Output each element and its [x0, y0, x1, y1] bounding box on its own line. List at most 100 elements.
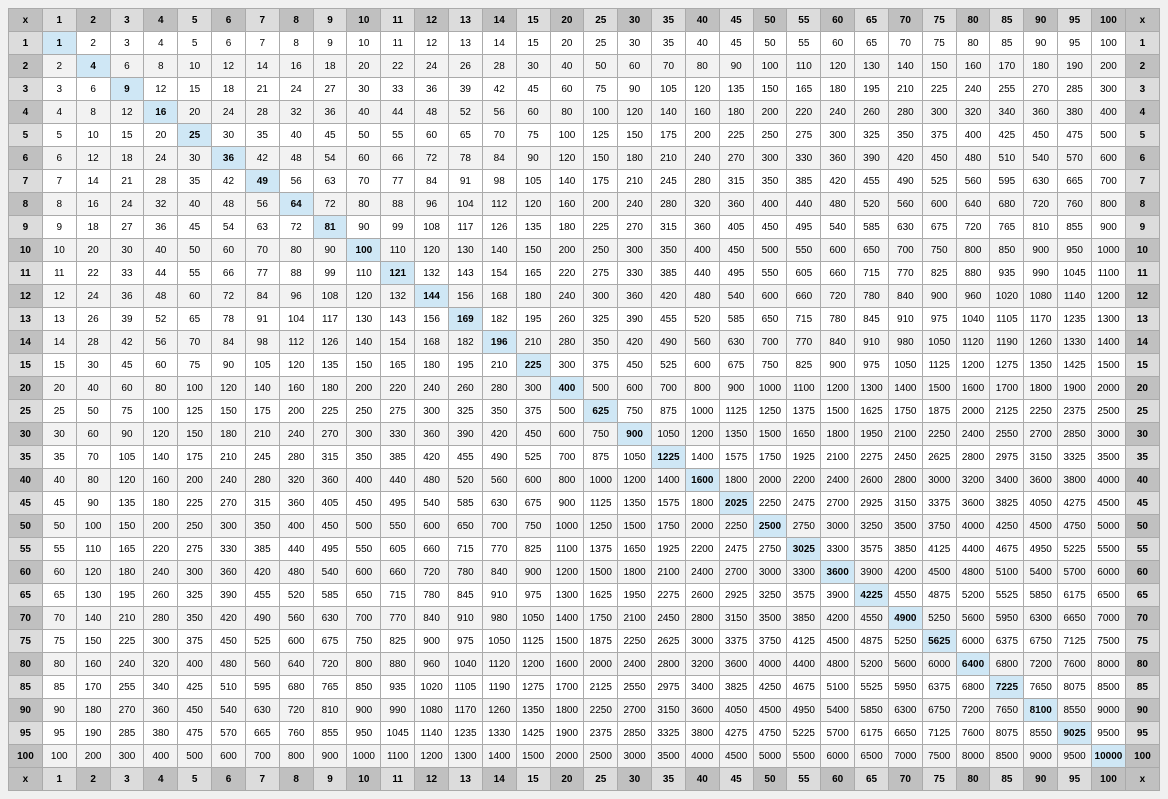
- table-cell: 5625: [922, 630, 956, 653]
- table-cell: 160: [279, 377, 313, 400]
- table-cell: 60: [212, 239, 246, 262]
- table-cell: 1400: [1092, 331, 1126, 354]
- table-cell: 1750: [652, 515, 686, 538]
- table-cell: 144: [415, 285, 449, 308]
- table-cell: 3900: [855, 561, 889, 584]
- col-header: 100: [1092, 768, 1126, 791]
- table-cell: 2100: [618, 607, 652, 630]
- table-cell: 108: [313, 285, 347, 308]
- table-cell: 225: [719, 124, 753, 147]
- row-header: 5: [1125, 124, 1159, 147]
- table-cell: 4800: [821, 653, 855, 676]
- table-cell: 30: [42, 423, 76, 446]
- col-header: 40: [685, 9, 719, 32]
- table-cell: 750: [347, 630, 381, 653]
- table-cell: 200: [550, 239, 584, 262]
- table-cell: 845: [448, 584, 482, 607]
- col-header: 55: [787, 9, 821, 32]
- table-cell: 15: [516, 32, 550, 55]
- table-cell: 110: [787, 55, 821, 78]
- table-cell: 24: [110, 193, 144, 216]
- table-cell: 330: [618, 262, 652, 285]
- table-cell: 210: [110, 607, 144, 630]
- table-cell: 1575: [652, 492, 686, 515]
- row-header: 35: [9, 446, 43, 469]
- row-header: 2: [9, 55, 43, 78]
- table-cell: 7: [245, 32, 279, 55]
- table-cell: 1800: [618, 561, 652, 584]
- table-cell: 450: [178, 699, 212, 722]
- row-header: 9: [9, 216, 43, 239]
- table-cell: 175: [178, 446, 212, 469]
- table-cell: 600: [821, 239, 855, 262]
- table-cell: 3000: [922, 469, 956, 492]
- col-header: 9: [313, 9, 347, 32]
- row-header: 55: [9, 538, 43, 561]
- table-cell: 8: [76, 101, 110, 124]
- col-header: 3: [110, 768, 144, 791]
- table-cell: 450: [212, 630, 246, 653]
- table-cell: 105: [652, 78, 686, 101]
- table-cell: 1575: [719, 446, 753, 469]
- table-cell: 36: [415, 78, 449, 101]
- table-cell: 165: [110, 538, 144, 561]
- table-cell: 760: [279, 722, 313, 745]
- table-cell: 280: [652, 193, 686, 216]
- table-cell: 375: [922, 124, 956, 147]
- table-cell: 1500: [516, 745, 550, 768]
- table-cell: 1020: [990, 285, 1024, 308]
- table-cell: 14: [482, 32, 516, 55]
- table-cell: 66: [381, 147, 415, 170]
- row-header: 60: [9, 561, 43, 584]
- table-cell: 1800: [1024, 377, 1058, 400]
- table-cell: 2800: [956, 446, 990, 469]
- table-cell: 45: [719, 32, 753, 55]
- table-cell: 1040: [448, 653, 482, 676]
- table-cell: 1425: [1058, 354, 1092, 377]
- table-cell: 50: [753, 32, 787, 55]
- table-cell: 8: [279, 32, 313, 55]
- table-cell: 5200: [956, 584, 990, 607]
- col-header: 45: [719, 9, 753, 32]
- table-cell: 350: [347, 446, 381, 469]
- table-cell: 480: [956, 147, 990, 170]
- table-cell: 4250: [990, 515, 1024, 538]
- table-cell: 200: [347, 377, 381, 400]
- table-cell: 3000: [685, 630, 719, 653]
- row-header: 1: [9, 32, 43, 55]
- table-cell: 425: [178, 676, 212, 699]
- table-cell: 2: [76, 32, 110, 55]
- table-cell: 1330: [482, 722, 516, 745]
- table-cell: 225: [922, 78, 956, 101]
- table-cell: 1105: [990, 308, 1024, 331]
- table-cell: 125: [178, 400, 212, 423]
- table-cell: 420: [212, 607, 246, 630]
- table-cell: 550: [787, 239, 821, 262]
- table-cell: 500: [753, 239, 787, 262]
- col-header: 11: [381, 768, 415, 791]
- col-header: 60: [821, 768, 855, 791]
- table-cell: 36: [110, 285, 144, 308]
- table-cell: 6800: [956, 676, 990, 699]
- table-cell: 900: [922, 285, 956, 308]
- table-cell: 4875: [855, 630, 889, 653]
- table-cell: 6: [110, 55, 144, 78]
- table-cell: 200: [584, 193, 618, 216]
- table-cell: 5500: [1092, 538, 1126, 561]
- table-cell: 5525: [990, 584, 1024, 607]
- table-cell: 210: [652, 147, 686, 170]
- table-cell: 4500: [753, 699, 787, 722]
- table-cell: 450: [753, 216, 787, 239]
- table-cell: 2500: [584, 745, 618, 768]
- table-cell: 455: [245, 584, 279, 607]
- table-cell: 1050: [888, 354, 922, 377]
- table-cell: 2: [42, 55, 76, 78]
- table-cell: 660: [381, 561, 415, 584]
- table-cell: 4675: [787, 676, 821, 699]
- table-cell: 70: [888, 32, 922, 55]
- table-cell: 280: [685, 170, 719, 193]
- table-cell: 490: [245, 607, 279, 630]
- table-cell: 2750: [753, 538, 787, 561]
- table-cell: 3200: [685, 653, 719, 676]
- table-cell: 300: [516, 377, 550, 400]
